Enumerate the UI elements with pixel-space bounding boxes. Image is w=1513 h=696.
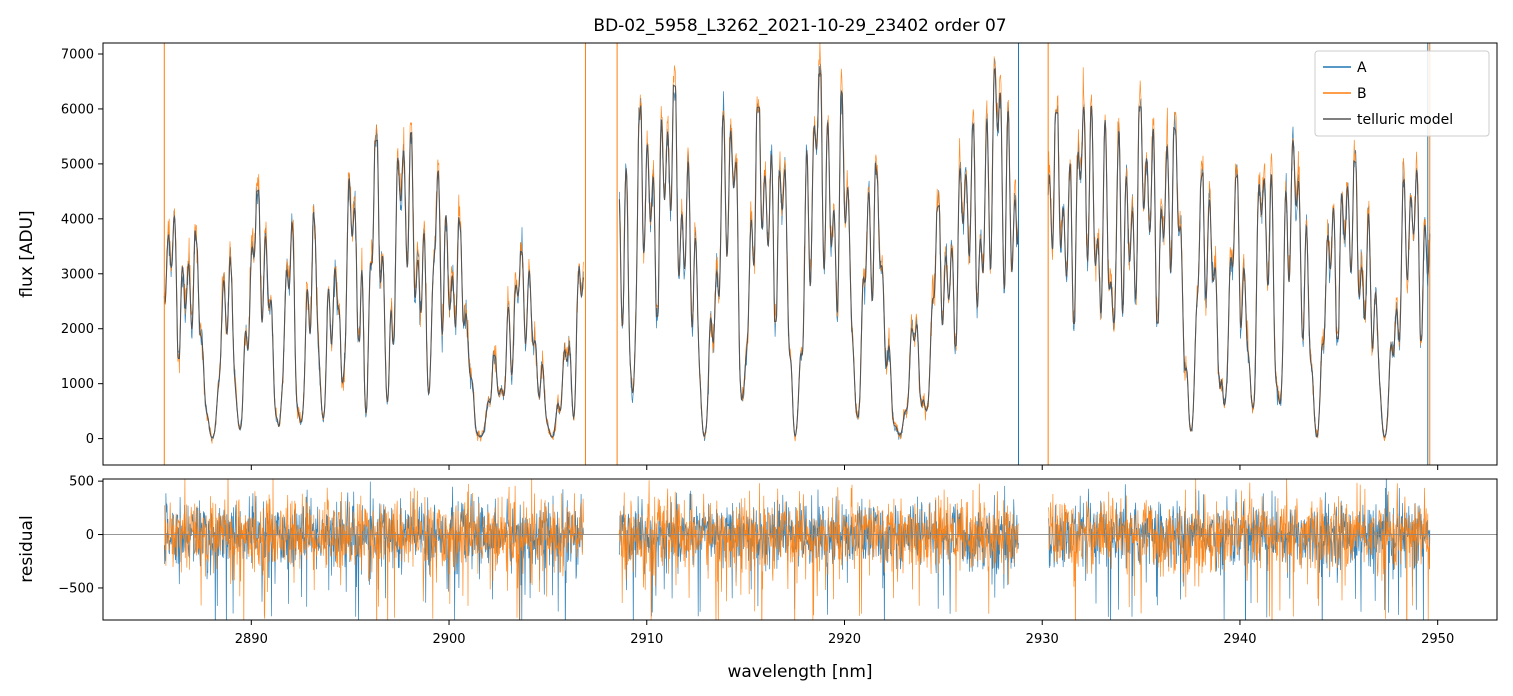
top-y-tick-label: 1000 — [61, 377, 94, 392]
x-tick-label: 2950 — [1421, 632, 1454, 647]
top-y-axis-label: flux [ADU] — [17, 210, 37, 297]
x-tick-label: 2900 — [432, 632, 465, 647]
top-y-tick-label: 0 — [86, 432, 94, 447]
top-y-tick-label: 2000 — [61, 322, 94, 337]
legend-label-0: A — [1357, 60, 1367, 76]
top-y-tick-label: 5000 — [61, 157, 94, 172]
legend-box — [1314, 50, 1490, 137]
bottom-axes-frame — [102, 478, 1498, 621]
x-tick-label: 2910 — [630, 632, 663, 647]
x-tick-label: 2930 — [1026, 632, 1059, 647]
bottom-y-tick-label: −500 — [58, 581, 94, 596]
legend-label-2: telluric model — [1357, 112, 1453, 128]
legend-label-1: B — [1357, 86, 1367, 102]
x-tick-label: 2890 — [235, 632, 268, 647]
top-panel: 0 1000 2000 3000 4000 5000 6000 7000 — [61, 42, 1498, 470]
x-axis-label: wavelength [nm] — [727, 662, 872, 682]
top-y-tick-label: 4000 — [61, 212, 94, 227]
residual-line-b — [163, 479, 1431, 620]
chart-title: BD-02_5958_L3262_2021-10-29_23402 order … — [593, 16, 1006, 36]
top-y-tick-label: 7000 — [61, 47, 94, 62]
bottom-panel: −500 0 500 2890 2900 2910 2920 2930 2940 2950 — [58, 475, 1498, 647]
x-tick-label: 2920 — [828, 632, 861, 647]
bottom-plot-area — [163, 479, 1431, 620]
series-line-telluric-model — [163, 68, 1431, 439]
bottom-y-axis-label: residual — [17, 515, 37, 582]
series-line-a — [163, 58, 1431, 442]
top-y-tick-label: 6000 — [61, 102, 94, 117]
top-plot-area — [163, 43, 1431, 465]
x-tick-label: 2940 — [1223, 632, 1256, 647]
bottom-y-tick-label: 0 — [86, 528, 94, 543]
series-line-b — [163, 43, 1431, 444]
top-axes-frame — [102, 42, 1498, 466]
bottom-y-tick-label: 500 — [69, 475, 94, 490]
top-y-tick-label: 3000 — [61, 267, 94, 282]
